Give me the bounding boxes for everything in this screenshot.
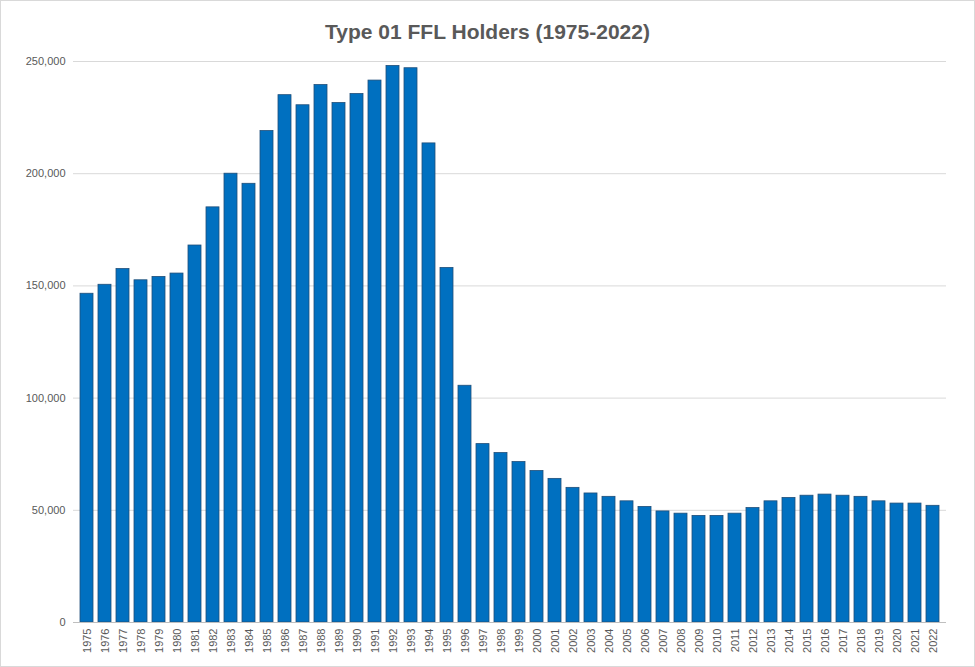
svg-text:1987: 1987 bbox=[297, 629, 309, 653]
svg-text:50,000: 50,000 bbox=[32, 504, 66, 516]
svg-text:2007: 2007 bbox=[657, 629, 669, 653]
svg-text:1977: 1977 bbox=[117, 629, 129, 653]
svg-text:1995: 1995 bbox=[441, 629, 453, 653]
svg-text:1981: 1981 bbox=[189, 629, 201, 653]
svg-text:1983: 1983 bbox=[225, 629, 237, 653]
svg-text:2002: 2002 bbox=[567, 629, 579, 653]
svg-text:2000: 2000 bbox=[531, 629, 543, 653]
svg-text:2005: 2005 bbox=[621, 629, 633, 653]
svg-text:2012: 2012 bbox=[747, 629, 759, 653]
svg-text:200,000: 200,000 bbox=[26, 167, 66, 179]
svg-text:1975: 1975 bbox=[81, 629, 93, 653]
svg-text:2011: 2011 bbox=[729, 629, 741, 653]
svg-text:2017: 2017 bbox=[837, 629, 849, 653]
svg-text:1994: 1994 bbox=[423, 629, 435, 653]
svg-text:1984: 1984 bbox=[243, 629, 255, 653]
svg-text:1989: 1989 bbox=[333, 629, 345, 653]
svg-text:150,000: 150,000 bbox=[26, 279, 66, 291]
svg-text:2018: 2018 bbox=[855, 629, 867, 653]
svg-text:1976: 1976 bbox=[99, 629, 111, 653]
svg-text:250,000: 250,000 bbox=[26, 55, 66, 67]
svg-text:1991: 1991 bbox=[369, 629, 381, 653]
svg-text:1978: 1978 bbox=[135, 629, 147, 653]
svg-text:100,000: 100,000 bbox=[26, 392, 66, 404]
svg-text:1980: 1980 bbox=[171, 629, 183, 653]
svg-text:1999: 1999 bbox=[513, 629, 525, 653]
svg-text:2008: 2008 bbox=[675, 629, 687, 653]
svg-text:2004: 2004 bbox=[603, 629, 615, 653]
svg-text:2021: 2021 bbox=[909, 629, 921, 653]
svg-text:1985: 1985 bbox=[261, 629, 273, 653]
svg-text:2019: 2019 bbox=[873, 629, 885, 653]
svg-text:2014: 2014 bbox=[783, 629, 795, 653]
svg-text:2006: 2006 bbox=[639, 629, 651, 653]
svg-text:2009: 2009 bbox=[693, 629, 705, 653]
svg-text:2022: 2022 bbox=[927, 629, 939, 653]
svg-text:1993: 1993 bbox=[405, 629, 417, 653]
svg-text:2013: 2013 bbox=[765, 629, 777, 653]
svg-text:1996: 1996 bbox=[459, 629, 471, 653]
svg-text:2020: 2020 bbox=[891, 629, 903, 653]
svg-text:1998: 1998 bbox=[495, 629, 507, 653]
svg-text:2003: 2003 bbox=[585, 629, 597, 653]
svg-text:0: 0 bbox=[59, 616, 65, 628]
svg-text:2016: 2016 bbox=[819, 629, 831, 653]
svg-text:1979: 1979 bbox=[153, 629, 165, 653]
svg-text:2015: 2015 bbox=[801, 629, 813, 653]
svg-text:2010: 2010 bbox=[711, 629, 723, 653]
html-text:Type 01 FFL Holders (1975-2022: Type 01 FFL Holders (1975-2022) bbox=[325, 20, 650, 43]
svg-text:1988: 1988 bbox=[315, 629, 327, 653]
svg-text:1990: 1990 bbox=[351, 629, 363, 653]
svg-text:2001: 2001 bbox=[549, 629, 561, 653]
svg-text:1982: 1982 bbox=[207, 629, 219, 653]
svg-text:1992: 1992 bbox=[387, 629, 399, 653]
svg-text:1997: 1997 bbox=[477, 629, 489, 653]
svg-text:1986: 1986 bbox=[279, 629, 291, 653]
